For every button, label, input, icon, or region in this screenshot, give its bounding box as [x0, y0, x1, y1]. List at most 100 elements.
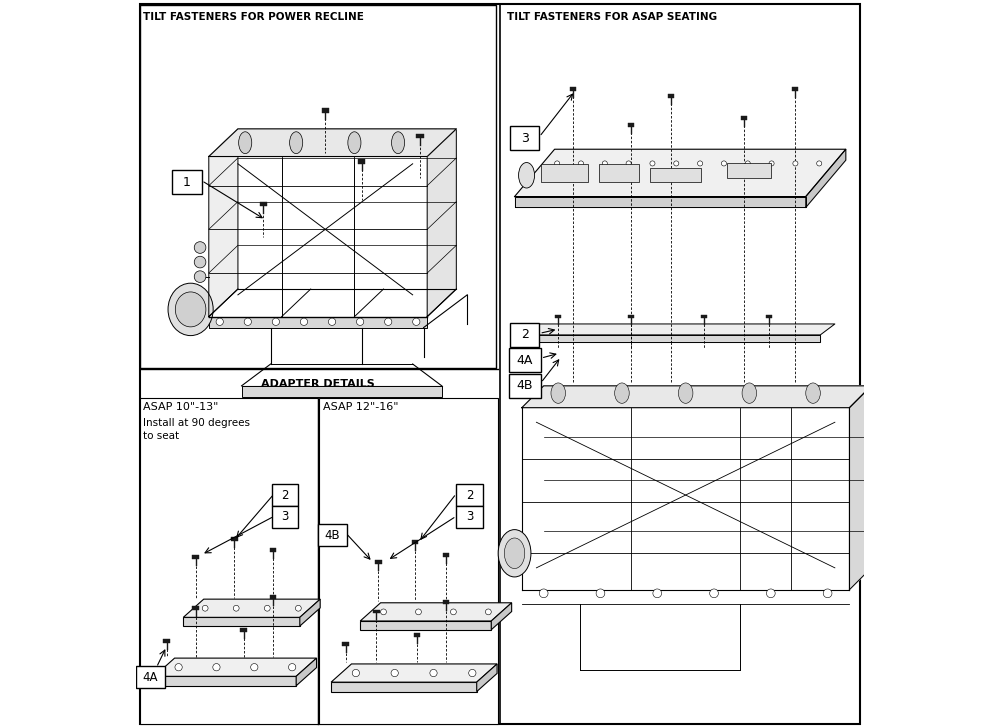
- Bar: [456, 506, 483, 528]
- Ellipse shape: [678, 383, 693, 403]
- Bar: [456, 484, 483, 506]
- Bar: [163, 638, 170, 643]
- Bar: [270, 547, 276, 552]
- Circle shape: [596, 589, 605, 598]
- Polygon shape: [849, 386, 871, 590]
- Polygon shape: [300, 599, 320, 626]
- Bar: [628, 315, 634, 318]
- Bar: [701, 315, 707, 318]
- Text: ADAPTER DETAILS: ADAPTER DETAILS: [261, 379, 375, 389]
- Text: 3: 3: [521, 132, 529, 145]
- Bar: [192, 606, 199, 610]
- Text: 3: 3: [282, 510, 289, 523]
- Bar: [272, 506, 298, 528]
- Circle shape: [244, 318, 251, 325]
- Text: 4A: 4A: [143, 670, 158, 684]
- Circle shape: [328, 318, 336, 325]
- Bar: [375, 560, 382, 564]
- Ellipse shape: [290, 132, 303, 154]
- Circle shape: [721, 161, 726, 166]
- Polygon shape: [360, 621, 491, 630]
- Circle shape: [251, 664, 258, 671]
- Circle shape: [769, 161, 774, 166]
- Text: 4B: 4B: [325, 529, 340, 542]
- Polygon shape: [525, 335, 820, 342]
- Bar: [318, 524, 347, 546]
- Bar: [650, 167, 701, 182]
- Bar: [322, 108, 329, 113]
- Circle shape: [202, 605, 208, 611]
- Ellipse shape: [742, 383, 757, 403]
- Bar: [599, 164, 639, 182]
- Circle shape: [555, 161, 560, 166]
- Bar: [510, 126, 539, 150]
- Circle shape: [539, 589, 548, 598]
- Bar: [414, 633, 420, 637]
- Ellipse shape: [615, 383, 629, 403]
- Polygon shape: [209, 129, 456, 157]
- Bar: [741, 116, 747, 120]
- Circle shape: [653, 589, 662, 598]
- Bar: [555, 315, 561, 318]
- Polygon shape: [154, 676, 296, 686]
- Polygon shape: [806, 149, 846, 207]
- Bar: [270, 595, 276, 599]
- Polygon shape: [360, 603, 512, 621]
- Circle shape: [194, 271, 206, 282]
- Polygon shape: [515, 149, 846, 197]
- Ellipse shape: [175, 292, 206, 327]
- Bar: [541, 164, 588, 182]
- Bar: [509, 348, 541, 372]
- Bar: [242, 386, 442, 397]
- Bar: [319, 398, 498, 724]
- Bar: [510, 323, 539, 347]
- Bar: [416, 134, 424, 138]
- Circle shape: [626, 161, 631, 166]
- Circle shape: [698, 161, 703, 166]
- Text: TILT FASTENERS FOR ASAP SEATING: TILT FASTENERS FOR ASAP SEATING: [507, 12, 717, 23]
- Circle shape: [264, 605, 270, 611]
- Polygon shape: [427, 129, 456, 317]
- Bar: [373, 609, 380, 614]
- Polygon shape: [525, 324, 835, 335]
- Bar: [727, 163, 771, 178]
- Circle shape: [391, 670, 398, 677]
- Text: 2: 2: [466, 488, 473, 502]
- Circle shape: [381, 609, 386, 614]
- Circle shape: [745, 161, 750, 166]
- Bar: [342, 642, 349, 646]
- Circle shape: [300, 318, 308, 325]
- Circle shape: [416, 609, 421, 614]
- Bar: [140, 5, 496, 368]
- Ellipse shape: [392, 132, 405, 154]
- Polygon shape: [296, 658, 317, 686]
- Circle shape: [194, 256, 206, 268]
- Text: Install at 90 degrees
to seat: Install at 90 degrees to seat: [143, 418, 250, 441]
- Bar: [260, 202, 267, 206]
- Bar: [443, 600, 449, 604]
- Circle shape: [823, 589, 832, 598]
- Circle shape: [578, 161, 584, 166]
- Ellipse shape: [504, 538, 525, 569]
- Polygon shape: [154, 658, 317, 676]
- Circle shape: [175, 664, 182, 671]
- Polygon shape: [183, 599, 320, 617]
- Bar: [766, 315, 772, 318]
- Circle shape: [385, 318, 392, 325]
- Circle shape: [216, 318, 223, 325]
- Circle shape: [766, 589, 775, 598]
- Circle shape: [194, 242, 206, 253]
- Bar: [231, 537, 238, 541]
- Text: ASAP 12"-16": ASAP 12"-16": [323, 402, 399, 412]
- Bar: [792, 87, 798, 91]
- Circle shape: [817, 161, 822, 166]
- Circle shape: [352, 670, 359, 677]
- Circle shape: [674, 161, 679, 166]
- Circle shape: [710, 589, 718, 598]
- Bar: [509, 374, 541, 397]
- Polygon shape: [522, 386, 871, 408]
- Polygon shape: [515, 197, 806, 207]
- Text: 2: 2: [281, 488, 289, 502]
- Circle shape: [295, 605, 301, 611]
- Bar: [412, 540, 418, 545]
